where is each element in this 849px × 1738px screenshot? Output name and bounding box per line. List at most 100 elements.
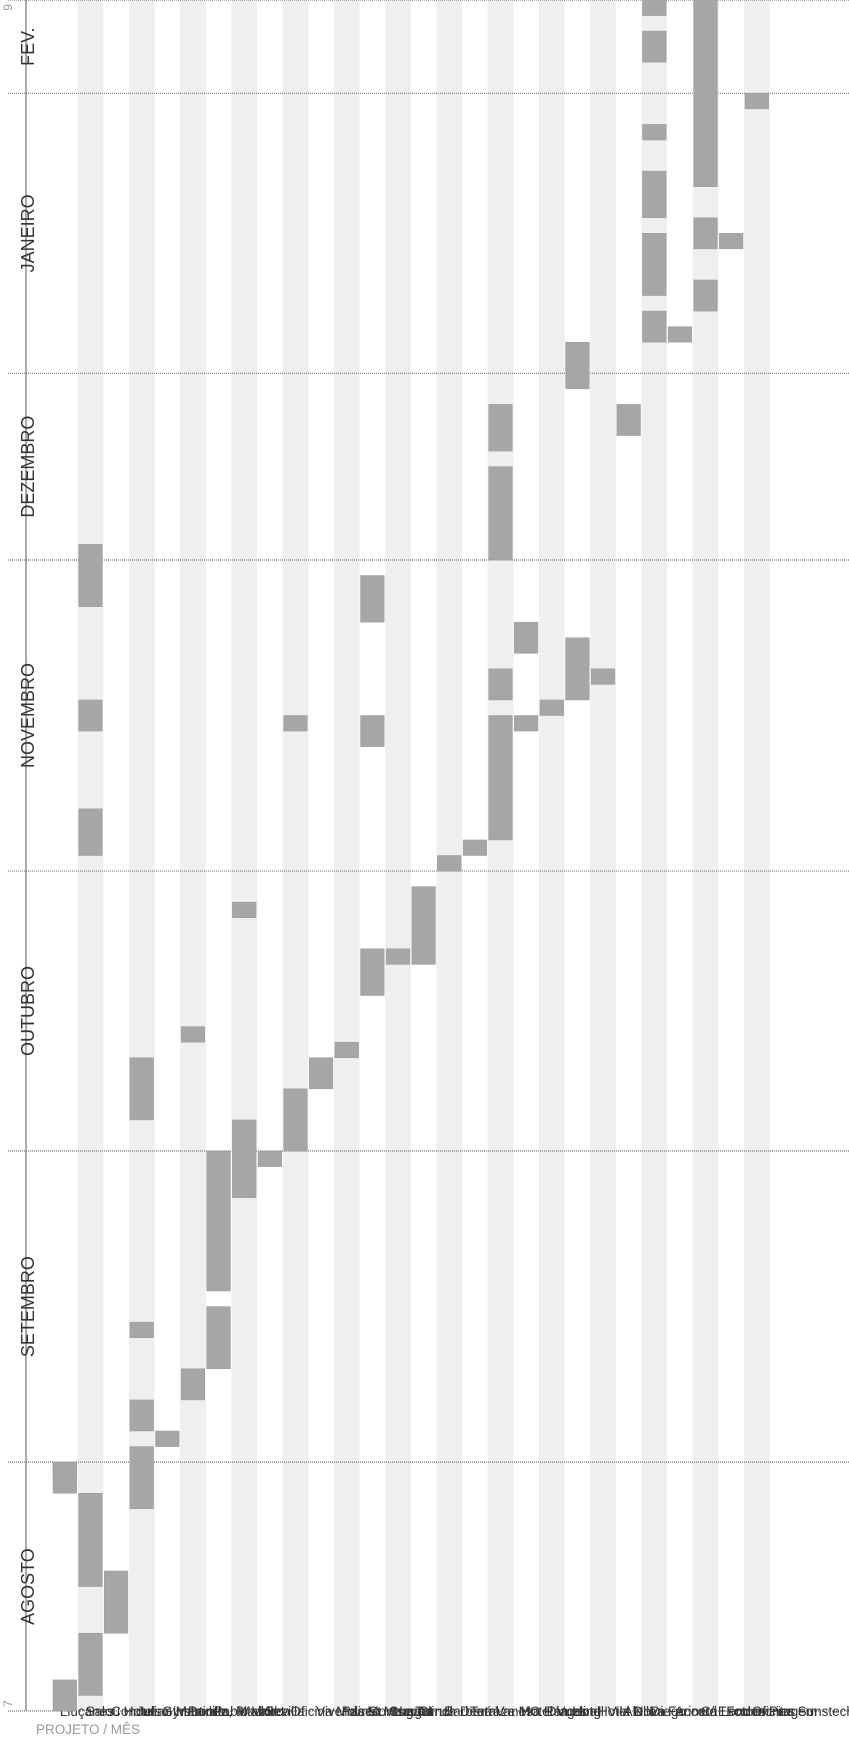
task-bar bbox=[488, 668, 513, 701]
task-bar bbox=[642, 233, 667, 296]
month-label-5: DEZEMBRO bbox=[18, 416, 38, 518]
task-bar bbox=[565, 341, 590, 390]
task-bar bbox=[693, 0, 718, 187]
task-bar bbox=[693, 279, 718, 312]
row-stripe bbox=[487, 0, 514, 1711]
row-label-4: Julian Martinez bbox=[137, 1704, 228, 1719]
month-label-6: JANEIRO bbox=[18, 194, 38, 272]
row-stripe bbox=[590, 0, 616, 1711]
task-bar bbox=[78, 1632, 103, 1696]
task-bar bbox=[719, 233, 744, 250]
task-bar bbox=[514, 715, 539, 732]
task-bar bbox=[78, 1492, 103, 1587]
task-bar bbox=[206, 1306, 231, 1370]
row-label-19: Hotel Vueling bbox=[521, 1704, 601, 1719]
row-label-11: Vivenda St. Cugat bbox=[316, 1704, 425, 1719]
task-bar bbox=[360, 715, 385, 747]
row-stripe bbox=[641, 0, 668, 1711]
task-bar bbox=[206, 1150, 231, 1292]
row-stripe bbox=[128, 0, 155, 1711]
row-stripe bbox=[744, 0, 770, 1711]
row-label-24: La Farineta bbox=[649, 1704, 718, 1719]
row-stripe bbox=[333, 0, 360, 1711]
row-stripe bbox=[282, 0, 309, 1711]
row-label-26: C/ Escoles Pies bbox=[701, 1704, 796, 1719]
task-bar bbox=[642, 124, 667, 141]
month-label-1: AGOSTO bbox=[18, 1548, 38, 1625]
task-bar bbox=[78, 808, 103, 856]
task-bar bbox=[52, 1679, 77, 1712]
month-label-4: NOVEMBRO bbox=[18, 663, 38, 768]
task-bar bbox=[129, 1399, 154, 1432]
row-label-5: Gymboree bbox=[162, 1704, 225, 1719]
row-label-25: Accord London bbox=[675, 1704, 766, 1719]
task-bar bbox=[155, 1430, 180, 1447]
task-bar bbox=[78, 544, 103, 607]
row-stripe bbox=[180, 0, 206, 1711]
task-bar bbox=[104, 1570, 129, 1634]
task-bar bbox=[334, 1041, 359, 1058]
row-label-18: Vanesa Ramos bbox=[496, 1704, 588, 1719]
row-label-9: Sevilla bbox=[265, 1704, 305, 1719]
task-bar bbox=[616, 404, 641, 436]
task-bar bbox=[488, 466, 513, 561]
row-label-12: Paseo Maragat bbox=[342, 1704, 434, 1719]
row-label-23: Alella bbox=[624, 1704, 658, 1719]
task-bar bbox=[514, 621, 539, 654]
task-bar bbox=[360, 948, 385, 996]
start-tick-label: 7 bbox=[1, 1700, 15, 1707]
task-bar bbox=[232, 1119, 257, 1198]
row-label-16: Barberá bbox=[444, 1704, 493, 1719]
task-bar bbox=[309, 1057, 334, 1090]
row-label-3: Concurso Insta. bbox=[111, 1704, 206, 1719]
task-bar bbox=[257, 1150, 282, 1167]
task-bar bbox=[488, 404, 513, 452]
task-bar bbox=[642, 0, 667, 16]
task-bar bbox=[744, 93, 769, 110]
row-label-28: Oficina Sunstech bbox=[752, 1704, 849, 1719]
task-bar bbox=[129, 1446, 154, 1510]
row-label-2: Salou Hotel bbox=[85, 1704, 155, 1719]
row-stripe bbox=[692, 0, 719, 1711]
task-bar bbox=[462, 839, 487, 856]
task-bar bbox=[642, 310, 667, 343]
task-bar bbox=[590, 668, 616, 685]
task-bar bbox=[180, 1368, 206, 1401]
task-bar bbox=[129, 1057, 154, 1121]
task-bar bbox=[283, 715, 308, 732]
row-label-13: Montse Turrull bbox=[367, 1704, 453, 1719]
row-label-21: Hotel Vila Nova bbox=[572, 1704, 665, 1719]
task-bar bbox=[360, 575, 385, 623]
month-label-3: OUTUBRO bbox=[18, 966, 38, 1056]
row-label-14: Hucart bbox=[393, 1704, 433, 1719]
task-bar bbox=[488, 715, 513, 841]
month-label-7: FEV. bbox=[18, 27, 38, 65]
task-bar bbox=[411, 886, 436, 965]
row-label-22: Hotel D. Diego bbox=[598, 1704, 686, 1719]
task-bar bbox=[232, 901, 257, 918]
row-label-20: Diagonal bbox=[547, 1704, 600, 1719]
row-label-17: Terraza MC bbox=[470, 1704, 540, 1719]
header-label: PROJETO / MÊS bbox=[36, 1722, 140, 1737]
task-bar bbox=[642, 30, 667, 63]
row-stripe bbox=[538, 0, 565, 1711]
task-bar bbox=[667, 326, 692, 343]
task-bar bbox=[642, 170, 667, 219]
task-bar bbox=[78, 699, 103, 732]
task-bar bbox=[693, 217, 718, 250]
task-bar bbox=[52, 1461, 77, 1478]
row-label-15: Clinca Dental bbox=[419, 1704, 499, 1719]
task-bar bbox=[385, 948, 411, 965]
row-label-7: Pablo Vallet bbox=[214, 1704, 285, 1719]
row-stripe bbox=[231, 0, 258, 1711]
task-bar bbox=[437, 855, 462, 872]
row-label-6: Padilla, Madrid bbox=[188, 1704, 277, 1719]
task-bar bbox=[539, 699, 564, 716]
row-label-27: Fotomontagem bbox=[726, 1704, 817, 1719]
task-bar bbox=[129, 1321, 154, 1338]
task-bar bbox=[180, 1026, 206, 1043]
row-label-10: Oficina Molins bbox=[290, 1704, 375, 1719]
task-bar bbox=[283, 1088, 308, 1152]
